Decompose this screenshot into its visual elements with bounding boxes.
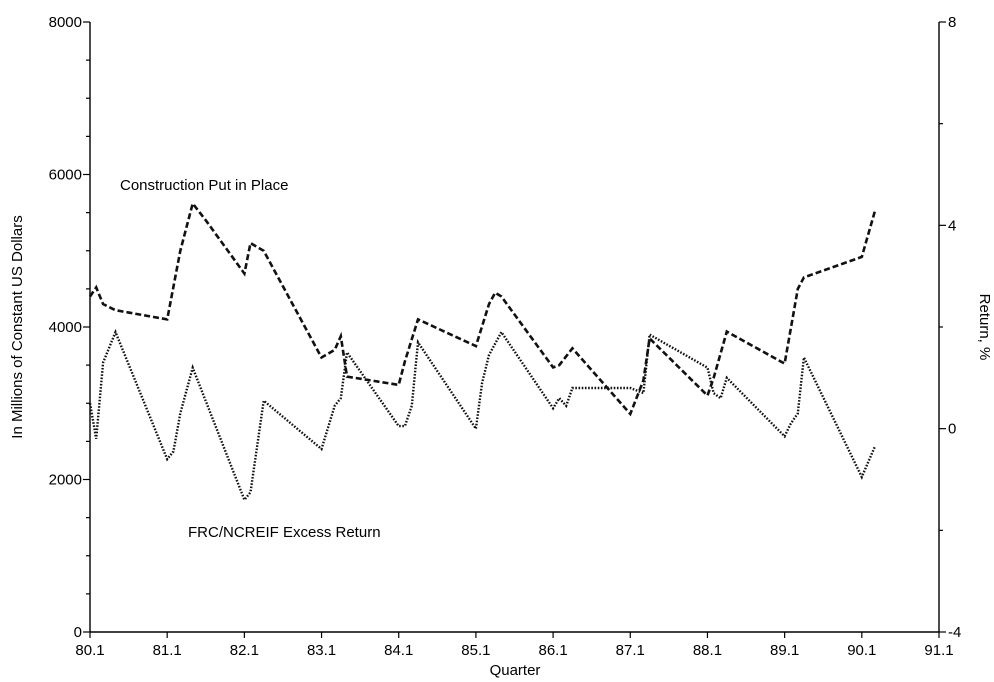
x-ticks: 80.1 81.1 82.1 83.1 84.1 85.1 86.1 87.1 88.1 89.1… — [75, 632, 954, 659]
y-left-ticks: 0 2000 4000 6000 8000 — [49, 14, 90, 641]
y-left-tick-label: 0 — [74, 624, 82, 641]
x-tick-label: 88.1 — [693, 642, 722, 659]
annotation-construction: Construction Put in Place — [120, 177, 288, 194]
x-tick-label: 81.1 — [153, 642, 182, 659]
x-tick-label: 82.1 — [230, 642, 259, 659]
x-tick-label: 84.1 — [384, 642, 413, 659]
x-axis-title: Quarter — [490, 662, 541, 679]
x-tick-label: 83.1 — [307, 642, 336, 659]
y-left-tick-label: 8000 — [49, 14, 82, 31]
y-right-tick-label: 0 — [948, 421, 956, 438]
x-tick-label: 89.1 — [770, 642, 799, 659]
x-tick-label: 86.1 — [538, 642, 567, 659]
series-construction-line — [88, 200, 877, 417]
y-right-axis-title: Return, % — [976, 294, 993, 361]
x-tick-label: 90.1 — [847, 642, 876, 659]
y-left-tick-label: 6000 — [49, 167, 82, 184]
y-right-tick-label: -4 — [948, 624, 961, 641]
y-right-tick-label: 8 — [948, 14, 956, 31]
y-right-tick-label: 4 — [948, 217, 956, 234]
x-tick-label: 91.1 — [924, 642, 953, 659]
y-left-tick-label: 4000 — [49, 319, 82, 336]
y-left-axis-title: In Millions of Constant US Dollars — [9, 215, 26, 438]
series-excess-return-line — [88, 328, 877, 503]
x-tick-label: 80.1 — [75, 642, 104, 659]
y-right-ticks: -4 0 4 8 — [939, 14, 961, 641]
series-group — [88, 200, 877, 503]
x-tick-label: 87.1 — [616, 642, 645, 659]
annotation-excess-return: FRC/NCREIF Excess Return — [188, 524, 381, 541]
x-tick-label: 85.1 — [461, 642, 490, 659]
y-left-tick-label: 2000 — [49, 472, 82, 489]
